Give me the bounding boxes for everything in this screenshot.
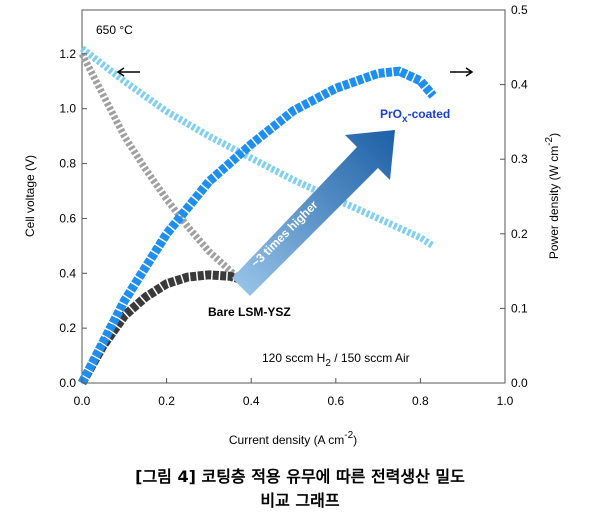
x-tick-label: 0.4: [243, 394, 260, 408]
series-line: [78, 270, 240, 386]
y-tick-label: 0.4: [59, 266, 76, 280]
gain-arrow: [232, 130, 395, 296]
y2-tick-label: 0.0: [511, 376, 528, 390]
y2-tick-label: 0.4: [511, 78, 528, 92]
coated-label: PrOx-coated: [380, 107, 450, 125]
x-tick-label: 0.8: [412, 394, 429, 408]
y2-tick-label: 0.5: [511, 3, 528, 17]
y-tick-label: 0.6: [59, 211, 76, 225]
text-part: 2: [325, 358, 331, 369]
y2-tick-label: 0.2: [511, 227, 528, 241]
plot-frame: [81, 9, 506, 384]
text-part: ): [353, 433, 357, 447]
direction-arrows: [116, 67, 474, 77]
text-part: PrO: [380, 107, 402, 121]
text-part: -coated: [408, 107, 451, 121]
y-tick-label: 0.0: [59, 376, 76, 390]
x-tick-label: 1.0: [497, 394, 514, 408]
series-line: [79, 45, 435, 249]
text-part: -2: [344, 430, 353, 441]
y-axis-label: Cell voltage (V): [23, 155, 37, 237]
text-part: Power density (W cm: [547, 146, 561, 259]
caption: 비교 그래프: [260, 491, 339, 510]
series-line: [78, 66, 437, 386]
text-part: 120 sccm H: [262, 351, 325, 365]
y2-axis-label: Power density (W cm-2): [544, 133, 561, 259]
y-tick-label: 0.2: [59, 321, 76, 335]
x-axis-label: Current density (A cm-2): [229, 430, 357, 447]
y-tick-label: 0.8: [59, 157, 76, 171]
caption: [그림 4] 코팅층 적용 유무에 따른 전력생산 밀도: [135, 467, 465, 486]
x-tick-label: 0.6: [327, 394, 344, 408]
x-tick-label: 0.2: [158, 394, 175, 408]
series-line: [78, 52, 241, 282]
text-part: x: [402, 114, 408, 125]
temperature-label: 650 °C: [96, 23, 133, 37]
gas-label: 120 sccm H2 / 150 sccm Air: [262, 351, 410, 369]
text-part: -2: [544, 136, 555, 145]
text-part: Current density (A cm: [229, 433, 344, 447]
text-part: ): [547, 133, 561, 137]
y-tick-label: 1.0: [59, 102, 76, 116]
y2-tick-label: 0.3: [511, 152, 528, 166]
y-tick-label: 1.2: [59, 47, 76, 61]
text-part: / 150 sccm Air: [331, 351, 410, 365]
x-tick-label: 0.0: [74, 394, 91, 408]
bare-label: Bare LSM-YSZ: [208, 305, 291, 319]
y2-tick-label: 0.1: [511, 301, 528, 315]
